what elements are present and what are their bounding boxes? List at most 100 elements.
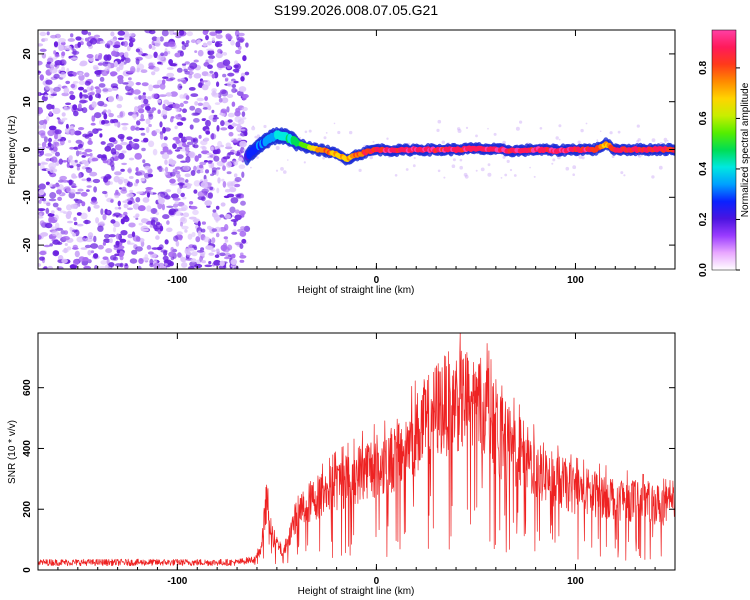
colorbar-tick-label: 0.4 <box>698 162 709 176</box>
noise-dot <box>49 111 53 116</box>
noise-speck <box>333 122 336 125</box>
noise-dot <box>72 104 78 111</box>
noise-dot <box>192 244 197 249</box>
noise-dot <box>54 214 59 221</box>
noise-dot <box>83 153 91 157</box>
noise-dot <box>200 181 208 189</box>
noise-dot <box>189 62 198 69</box>
noise-speck <box>487 172 492 177</box>
noise-dot <box>216 187 220 194</box>
noise-dot <box>114 194 120 199</box>
noise-dot <box>72 233 76 237</box>
noise-dot <box>69 165 74 169</box>
noise-speck <box>658 165 663 170</box>
noise-dot <box>49 236 54 240</box>
noise-dot <box>39 31 47 37</box>
noise-dot <box>98 83 106 88</box>
noise-dot <box>80 191 88 197</box>
noise-dot <box>185 146 190 152</box>
noise-dot <box>180 192 185 198</box>
noise-dot <box>192 138 197 142</box>
noise-dot <box>128 176 134 179</box>
noise-dot <box>189 105 196 111</box>
noise-dot <box>196 250 205 253</box>
noise-dot <box>184 229 188 233</box>
noise-speck <box>609 131 613 135</box>
noise-dot <box>231 101 236 107</box>
noise-dot <box>155 221 161 226</box>
noise-dot <box>181 41 185 45</box>
noise-dot <box>237 123 241 127</box>
noise-dot <box>123 40 128 47</box>
noise-dot <box>147 251 154 255</box>
noise-dot <box>84 148 93 153</box>
noise-dot <box>38 263 42 267</box>
noise-dot <box>228 131 234 137</box>
noise-dot <box>59 210 66 213</box>
spectrogram-xlabel: Height of straight line (km) <box>298 285 415 296</box>
noise-dot <box>175 173 181 179</box>
noise-dot <box>166 220 170 225</box>
noise-dot <box>218 97 223 103</box>
noise-dot <box>188 266 195 269</box>
noise-dot <box>61 51 66 57</box>
noise-dot <box>161 203 165 211</box>
noise-dot <box>54 133 59 140</box>
noise-dot <box>219 252 226 257</box>
noise-dot <box>53 50 57 55</box>
noise-dot <box>240 146 245 154</box>
noise-dot <box>193 118 200 123</box>
noise-dot <box>38 199 42 204</box>
noise-dot <box>59 175 67 181</box>
noise-dot <box>135 217 139 220</box>
noise-dot <box>193 189 198 194</box>
noise-dot <box>120 230 128 236</box>
noise-dot <box>231 140 239 143</box>
noise-dot <box>239 140 247 148</box>
noise-dot <box>90 91 95 95</box>
noise-dot <box>207 105 212 111</box>
noise-dot <box>93 34 101 38</box>
noise-dot <box>162 126 166 134</box>
noise-dot <box>85 39 90 42</box>
noise-dot <box>202 107 209 110</box>
noise-dot <box>91 157 99 162</box>
noise-dot <box>155 212 159 216</box>
noise-speck <box>515 126 520 131</box>
noise-dot <box>49 192 57 199</box>
noise-dot <box>93 186 97 193</box>
noise-dot <box>51 156 58 163</box>
noise-dot <box>138 51 144 56</box>
colorbar-tick-label: 0.8 <box>698 61 709 75</box>
noise-dot <box>78 127 85 131</box>
noise-dot <box>201 221 206 225</box>
noise-dot <box>38 162 41 166</box>
noise-dot <box>102 120 110 124</box>
noise-dot <box>114 122 118 127</box>
noise-dot <box>91 115 96 122</box>
noise-dot <box>181 225 189 230</box>
noise-dot <box>103 109 107 113</box>
noise-dot <box>153 224 158 230</box>
noise-dot <box>224 188 231 193</box>
noise-dot <box>188 74 193 79</box>
snr-ylabel: SNR (10 * v/v) <box>7 420 18 484</box>
noise-dot <box>137 105 144 110</box>
noise-dot <box>63 186 71 193</box>
noise-dot <box>49 63 55 68</box>
noise-dot <box>63 105 68 109</box>
noise-dot <box>238 32 245 37</box>
noise-dot <box>69 188 76 194</box>
noise-dot <box>207 58 214 64</box>
noise-dot <box>219 112 224 116</box>
noise-dot <box>145 106 151 111</box>
noise-speck <box>463 172 468 177</box>
noise-dot <box>175 114 183 120</box>
noise-dot <box>89 171 98 177</box>
noise-dot <box>135 82 141 86</box>
noise-dot <box>72 244 78 249</box>
noise-dot <box>225 142 231 148</box>
spectrogram-xtick-label: -100 <box>167 275 187 286</box>
noise-dot <box>239 230 247 237</box>
noise-speck <box>620 171 624 175</box>
